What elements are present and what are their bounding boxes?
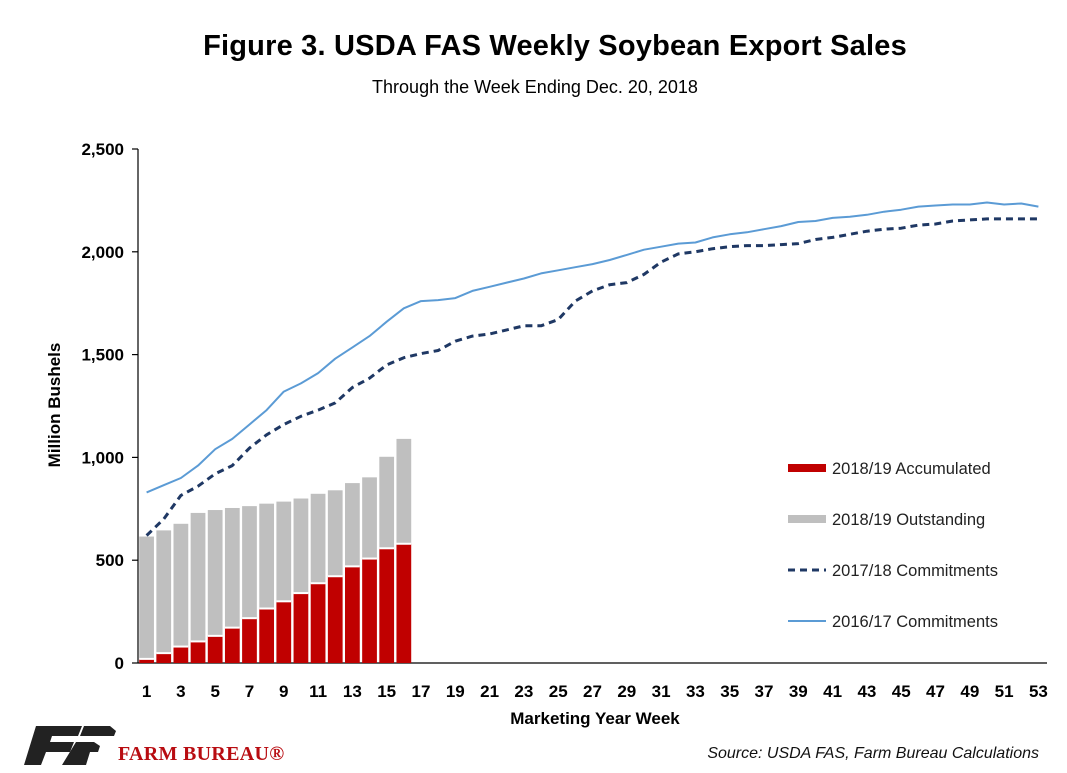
bar-outstanding-week-9 (276, 501, 292, 602)
bar-outstanding-week-15 (379, 456, 395, 549)
bar-outstanding-week-2 (156, 530, 172, 654)
bar-accumulated-week-4 (190, 641, 206, 663)
bar-outstanding-week-3 (173, 523, 189, 647)
bar-outstanding-week-13 (345, 483, 360, 567)
y-tick-label: 1,000 (81, 448, 124, 467)
x-tick-label: 23 (514, 682, 533, 701)
bar-outstanding-week-1 (139, 536, 154, 659)
bar-outstanding-week-5 (207, 510, 223, 636)
x-tick-label: 15 (377, 682, 396, 701)
x-axis-label: Marketing Year Week (510, 709, 680, 728)
legend-outstanding-swatch (788, 515, 826, 523)
bar-accumulated-week-1 (139, 658, 154, 663)
x-tick-label: 41 (823, 682, 842, 701)
y-tick-label: 2,500 (81, 140, 124, 159)
bar-accumulated-week-16 (396, 543, 412, 663)
farm-bureau-logo (24, 726, 116, 765)
x-tick-label: 27 (583, 682, 602, 701)
legend-accumulated-swatch (788, 464, 826, 472)
x-tick-label: 43 (857, 682, 876, 701)
legend-outstanding-label: 2018/19 Outstanding (832, 511, 985, 529)
x-tick-label: 25 (549, 682, 568, 701)
bar-accumulated-week-3 (173, 646, 189, 663)
line-2016-17-commitments (146, 201, 1039, 494)
source-note: Source: USDA FAS, Farm Bureau Calculatio… (707, 745, 1039, 762)
x-tick-label: 5 (210, 682, 219, 701)
bar-accumulated-week-13 (345, 566, 360, 663)
legend-accumulated-label: 2018/19 Accumulated (832, 460, 991, 478)
x-tick-label: 37 (755, 682, 774, 701)
bar-accumulated-week-10 (293, 593, 309, 663)
x-tick-label: 13 (343, 682, 362, 701)
farm-bureau-wordmark: FARM BUREAU® (118, 743, 285, 765)
bar-outstanding-week-6 (224, 507, 240, 628)
bar-outstanding-week-12 (327, 490, 343, 577)
fb-logo-icon (24, 726, 116, 765)
legend: 2018/19 Accumulated 2018/19 Outstanding 20… (788, 460, 998, 631)
bar-accumulated-week-11 (310, 583, 326, 663)
bar-accumulated-week-7 (242, 618, 257, 663)
bar-outstanding-week-10 (293, 498, 309, 594)
bar-accumulated-week-14 (362, 558, 377, 663)
bar-accumulated-week-8 (259, 608, 275, 663)
bar-outstanding-week-14 (362, 477, 377, 559)
chart-title: Figure 3. USDA FAS Weekly Soybean Export… (203, 30, 907, 62)
chart-subtitle: Through the Week Ending Dec. 20, 2018 (372, 77, 698, 97)
x-tick-label: 1 (142, 682, 151, 701)
bar-outstanding-week-11 (310, 493, 326, 584)
bar-outstanding-week-8 (259, 503, 275, 609)
x-axis: 1 3 5 7 9 11 13 15 17 19 21 23 25 27 29 31 33 35 37 39 41 43 4… (138, 662, 1048, 701)
bar-accumulated-week-6 (224, 627, 240, 663)
y-tick-label: 500 (96, 551, 124, 570)
line-2017-18-commitments (145, 217, 1039, 537)
x-tick-label: 31 (652, 682, 671, 701)
y-tick-label: 1,500 (81, 346, 124, 365)
bar-accumulated-week-5 (207, 635, 223, 663)
bar-outstanding-week-7 (242, 506, 257, 619)
x-tick-label: 17 (412, 682, 431, 701)
x-tick-label: 33 (686, 682, 705, 701)
y-axis: 0 500 1,000 1,500 2,000 2,500 (81, 140, 139, 673)
x-tick-label: 39 (789, 682, 808, 701)
bar-series (139, 438, 412, 663)
legend-2016-17-label: 2016/17 Commitments (832, 613, 998, 631)
x-tick-label: 7 (245, 682, 254, 701)
x-tick-label: 51 (995, 682, 1014, 701)
x-tick-label: 35 (720, 682, 739, 701)
y-tick-label: 0 (115, 654, 124, 673)
x-tick-label: 19 (446, 682, 465, 701)
line-series (145, 201, 1039, 537)
bar-accumulated-week-9 (276, 601, 292, 663)
bar-outstanding-week-4 (190, 512, 206, 642)
bar-outstanding-week-16 (396, 438, 412, 544)
bar-accumulated-week-15 (379, 548, 395, 663)
x-tick-label: 49 (960, 682, 979, 701)
y-axis-label: Million Bushels (45, 343, 64, 468)
x-tick-label: 9 (279, 682, 288, 701)
y-tick-label: 2,000 (81, 243, 124, 262)
x-tick-label: 45 (892, 682, 911, 701)
x-tick-label: 21 (480, 682, 499, 701)
bar-accumulated-week-2 (156, 653, 172, 663)
x-tick-label: 3 (176, 682, 185, 701)
x-tick-label: 11 (309, 682, 327, 701)
legend-2017-18-label: 2017/18 Commitments (832, 562, 998, 580)
bar-accumulated-week-12 (327, 576, 343, 663)
x-tick-label: 53 (1029, 682, 1048, 701)
x-tick-label: 29 (617, 682, 636, 701)
x-tick-label: 47 (926, 682, 945, 701)
